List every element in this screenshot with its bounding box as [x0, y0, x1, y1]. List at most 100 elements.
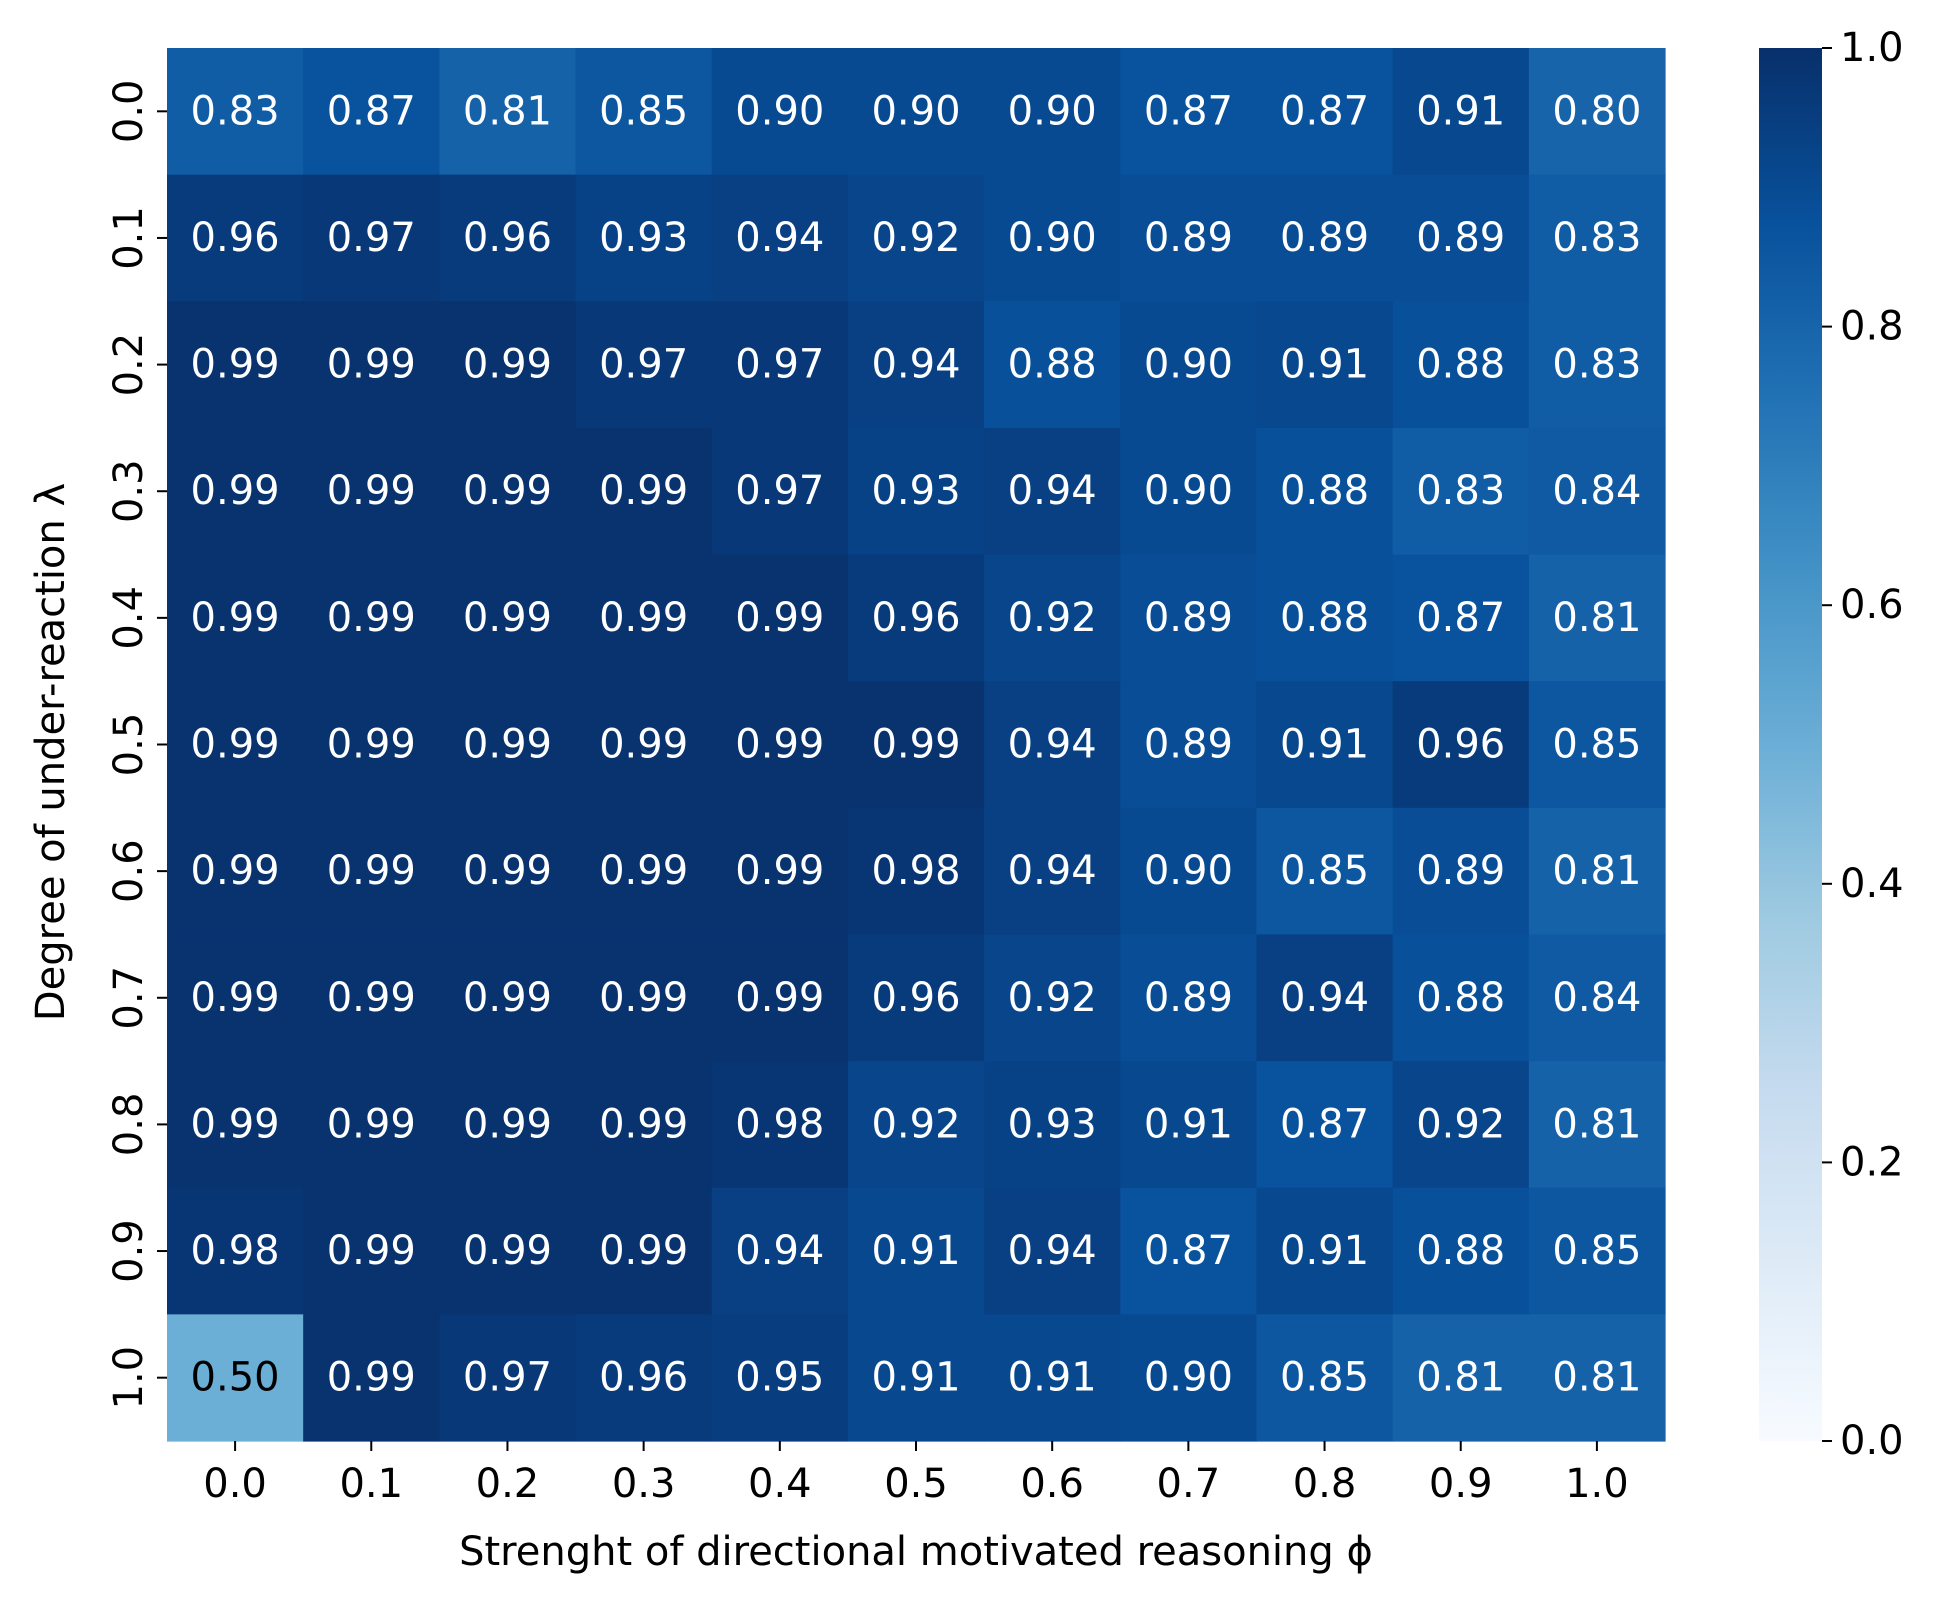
heatmap-cell: [1256, 554, 1394, 682]
cell-value-label: 0.91: [1280, 1228, 1369, 1274]
heatmap-cell: [1528, 1314, 1666, 1442]
cell-value-label: 0.94: [1008, 468, 1097, 514]
heatmap-cell: [984, 554, 1121, 682]
heatmap-cell: [1256, 174, 1394, 302]
heatmap-cell: [439, 1061, 577, 1189]
cell-value-label: 0.85: [1552, 1228, 1641, 1274]
cell-value-label: 0.87: [1416, 595, 1505, 641]
x-axis-label: Strenght of directional motivated reason…: [459, 1529, 1373, 1575]
heatmap-cell: [1120, 1187, 1258, 1315]
heatmap-cell: [711, 681, 849, 809]
heatmap-cell: [1120, 427, 1258, 556]
cell-value-label: 0.91: [871, 1355, 960, 1401]
cell-value-label: 0.93: [599, 215, 688, 261]
heatmap-cell: [1256, 427, 1394, 556]
heatmap-cell: [575, 554, 713, 682]
cell-value-label: 0.97: [735, 342, 824, 388]
heatmap-cell: [1392, 1314, 1530, 1442]
colorbar-tick-label: 0.0: [1840, 1418, 1904, 1464]
cell-value-label: 0.81: [1416, 1355, 1505, 1401]
x-tick-label: 1.0: [1565, 1461, 1629, 1507]
heatmap-cell: [167, 554, 304, 682]
heatmap-cell: [1392, 1061, 1530, 1189]
heatmap-cell: [1256, 1314, 1394, 1442]
heatmap-cell: [439, 554, 577, 682]
cell-value-label: 0.99: [327, 1355, 416, 1401]
cell-value-label: 0.90: [735, 88, 824, 134]
x-tick-label: 0.4: [748, 1461, 812, 1507]
heatmap-cell: [711, 807, 849, 936]
cell-value-label: 0.96: [191, 215, 280, 261]
heatmap-cell: [575, 48, 713, 176]
cell-value-label: 0.99: [735, 722, 824, 768]
cell-value-label: 0.99: [191, 1101, 280, 1147]
cell-value-label: 0.90: [1008, 88, 1097, 134]
heatmap-cell: [1120, 301, 1258, 429]
heatmap-cell: [303, 681, 440, 809]
y-tick-label: 0.7: [106, 966, 152, 1030]
cell-value-label: 0.88: [1280, 468, 1369, 514]
cell-value-label: 0.99: [191, 722, 280, 768]
heatmap-cell: [984, 427, 1121, 556]
y-tick-label: 0.0: [106, 80, 152, 144]
y-tick-label: 0.1: [106, 206, 152, 270]
cell-value-label: 0.87: [1280, 88, 1369, 134]
heatmap-cell: [1392, 48, 1530, 176]
cell-value-label: 0.88: [1280, 595, 1369, 641]
x-tick-label: 0.0: [203, 1461, 267, 1507]
cell-value-label: 0.94: [1008, 1228, 1097, 1274]
cell-value-label: 0.99: [735, 975, 824, 1021]
heatmap-cell: [439, 427, 577, 556]
cell-value-label: 0.83: [1552, 342, 1641, 388]
cell-value-label: 0.99: [327, 722, 416, 768]
y-axis-ticks: 0.0 0.1 0.2 0.3 0.4 0.5 0.6 0.7 0.8 0.9 1.0: [106, 80, 167, 1409]
heatmap-cell: [1392, 934, 1530, 1062]
heatmap-cell: [984, 1314, 1121, 1442]
y-axis-label: Degree of under-reaction λ: [28, 483, 74, 1021]
y-tick-label: 0.9: [106, 1219, 152, 1283]
heatmap-cell: [984, 174, 1121, 302]
cell-value-label: 0.99: [327, 1228, 416, 1274]
x-tick-label: 0.5: [884, 1461, 948, 1507]
heatmap-cell: [847, 554, 985, 682]
cell-value-label: 0.96: [463, 215, 552, 261]
colorbar-tick-label: 1.0: [1840, 25, 1904, 71]
cell-value-label: 0.99: [871, 722, 960, 768]
heatmap-cell: [575, 1061, 713, 1189]
cell-value-label: 0.98: [871, 848, 960, 894]
cell-value-label: 0.81: [1552, 1355, 1641, 1401]
heatmap-cell: [711, 1061, 849, 1189]
cell-value-label: 0.88: [1416, 342, 1505, 388]
heatmap-cell: [1256, 807, 1394, 936]
cell-value-label: 0.89: [1144, 722, 1233, 768]
heatmap-cell: [1528, 1187, 1666, 1315]
cell-value-label: 0.99: [599, 1228, 688, 1274]
heatmap-cell: [439, 48, 577, 176]
heatmap-cell: [167, 174, 304, 302]
heatmap-cell: [1392, 301, 1530, 429]
heatmap-cell: [439, 681, 577, 809]
heatmap-cell: [167, 1187, 304, 1315]
heatmap-cell: [303, 174, 440, 302]
heatmap-cells: [167, 48, 1666, 1442]
cell-value-label: 0.99: [191, 848, 280, 894]
cell-value-label: 0.99: [735, 848, 824, 894]
cell-value-label: 0.98: [735, 1101, 824, 1147]
heatmap-cell: [984, 301, 1121, 429]
heatmap-cell: [847, 174, 985, 302]
cell-value-label: 0.90: [1144, 1355, 1233, 1401]
cell-value-label: 0.99: [735, 595, 824, 641]
heatmap-value-labels: 0.83 0.87 0.81 0.85 0.90 0.90 0.90 0.87 0.87 0.91…: [191, 88, 1642, 1400]
colorbar-tick-label: 0.8: [1840, 304, 1904, 350]
heatmap-cell: [575, 1314, 713, 1442]
cell-value-label: 0.99: [191, 468, 280, 514]
cell-value-label: 0.99: [191, 975, 280, 1021]
heatmap-cell: [1392, 807, 1530, 936]
x-tick-label: 0.3: [612, 1461, 676, 1507]
cell-value-label: 0.91: [1416, 88, 1505, 134]
heatmap-cell: [847, 1314, 985, 1442]
heatmap-cell: [1256, 48, 1394, 176]
cell-value-label: 0.99: [327, 342, 416, 388]
cell-value-label: 0.99: [463, 595, 552, 641]
